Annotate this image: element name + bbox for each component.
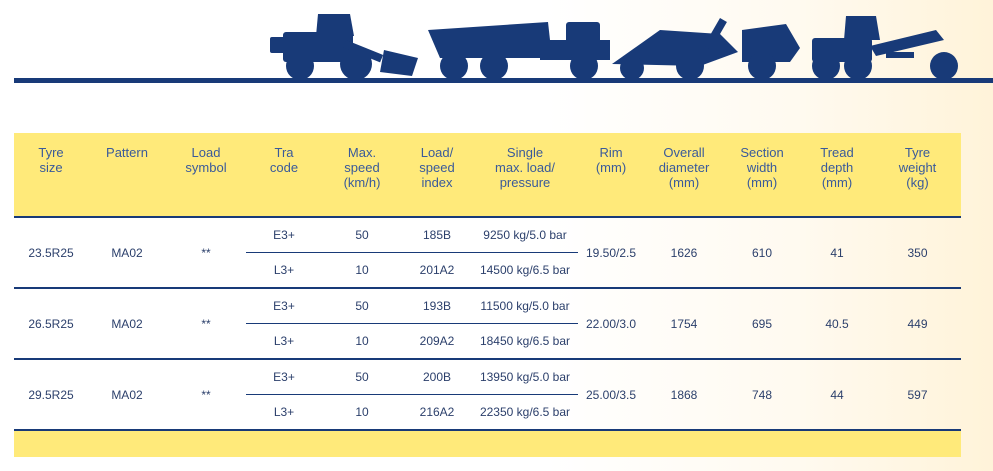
cell-load-speed-index: 201A2 [419,263,455,277]
table-row: 29.5R25 MA02 ** E3+ 50 200B 13950 kg/5.0 bar 25… [14,358,961,429]
motor-grader-icon [812,16,958,80]
table-row: L3+ 10 216A2 22350 kg/6.5 bar [14,395,961,430]
cell-rim: 22.00/3.0 [578,287,644,359]
cell-single-max: 18450 kg/6.5 bar [479,334,571,348]
cell-load-speed-index: 216A2 [419,405,455,419]
cell-max-speed: 50 [322,358,402,395]
banner-divider [14,78,993,83]
cell-section-width: 748 [724,358,800,429]
cell-tra-code: L3+ [273,263,295,277]
cell-load-symbol: ** [201,245,211,260]
header-tread_depth: Tread depth (mm) [800,133,874,218]
cell-single-max: 9250 kg/5.0 bar [472,217,578,253]
cell-section-width: 695 [724,287,800,359]
cell-tyre-weight: 449 [874,287,961,359]
cell-tra-code: E3+ [246,287,322,324]
table-row: 26.5R25 MA02 ** E3+ 50 193B 11500 kg/5.0 bar 22… [14,287,961,359]
header-size: Tyre size [14,133,88,218]
cell-single-max: 13950 kg/5.0 bar [472,358,578,395]
header-tyre_weight: Tyre weight (kg) [874,133,961,218]
cell-size: 29.5R25 [14,358,88,429]
cell-tra-code: E3+ [246,358,322,395]
cell-pattern: MA02 [111,245,143,260]
cell-rim: 25.00/3.5 [578,358,644,429]
cell-size: 23.5R25 [28,245,74,260]
cell-tra-code: L3+ [273,405,295,419]
header-load_symbol: Load symbol [166,133,246,218]
table-footer-bar [14,429,961,457]
cell-overall-diameter: 1626 [670,245,698,260]
cell-section-width: 610 [751,245,773,260]
header-pattern: Pattern [88,133,166,218]
cell-single-max: 11500 kg/5.0 bar [472,287,578,324]
cell-max-speed: 50 [322,287,402,324]
cell-max-speed: 10 [355,405,369,419]
cell-rim: 19.50/2.5 [585,245,637,260]
cell-single-max: 22350 kg/6.5 bar [479,405,571,419]
vehicle-banner [0,0,993,90]
header-rim: Rim (mm) [578,133,644,218]
table-body: 23.5R25 MA02 ** E3+ 50 185B 9250 kg/5.0 bar 19.… [14,217,961,429]
table-row: 23.5R25 MA02 ** E3+ 50 185B 9250 kg/5.0 bar 19.… [14,217,961,260]
table-row: L3+ 10 201A2 14500 kg/6.5 bar [14,253,961,289]
header-section_width: Section width (mm) [724,133,800,218]
tyre-spec-table: Tyre size Pattern Load symbol Tra code Max. spee… [14,133,961,429]
cell-pattern: MA02 [88,358,166,429]
header-tra_code: Tra code [246,133,322,218]
cell-overall-diameter: 1868 [644,358,724,429]
table-header-row: Tyre size Pattern Load symbol Tra code Max. spee… [14,133,961,218]
cell-overall-diameter: 1754 [644,287,724,359]
header-max_speed: Max. speed (km/h) [322,133,402,218]
cell-load-speed-index: 209A2 [419,334,455,348]
cell-load-speed-index: 185B [402,217,472,253]
cell-max-speed: 10 [355,263,369,277]
cell-load-speed-index: 193B [402,287,472,324]
cell-tra-code: E3+ [246,217,322,253]
cell-load-symbol: ** [166,287,246,359]
cell-single-max: 14500 kg/6.5 bar [479,263,571,277]
articulated-dump-truck-icon [428,22,610,80]
cell-max-speed: 50 [322,217,402,253]
cell-tyre-weight: 597 [874,358,961,429]
header-overall_diameter: Overall diameter (mm) [644,133,724,218]
cell-tyre-weight: 350 [907,245,928,260]
cell-tra-code: L3+ [273,334,295,348]
cell-pattern: MA02 [88,287,166,359]
tyre-spec-table-wrapper: Tyre size Pattern Load symbol Tra code Max. spee… [14,133,961,457]
cell-tread-depth: 41 [830,245,844,260]
cell-load-speed-index: 200B [402,358,472,395]
cell-load-symbol: ** [166,358,246,429]
header-load_speed_index: Load/speed index [402,133,472,218]
cell-max-speed: 10 [355,334,369,348]
wheel-loader-icon [270,14,418,80]
header-single_max: Single max. load/pressure [472,133,578,218]
table-row: L3+ 10 209A2 18450 kg/6.5 bar [14,324,961,360]
cell-tread-depth: 44 [800,358,874,429]
cell-size: 26.5R25 [14,287,88,359]
cell-tread-depth: 40.5 [800,287,874,359]
scraper-icon [612,17,800,80]
